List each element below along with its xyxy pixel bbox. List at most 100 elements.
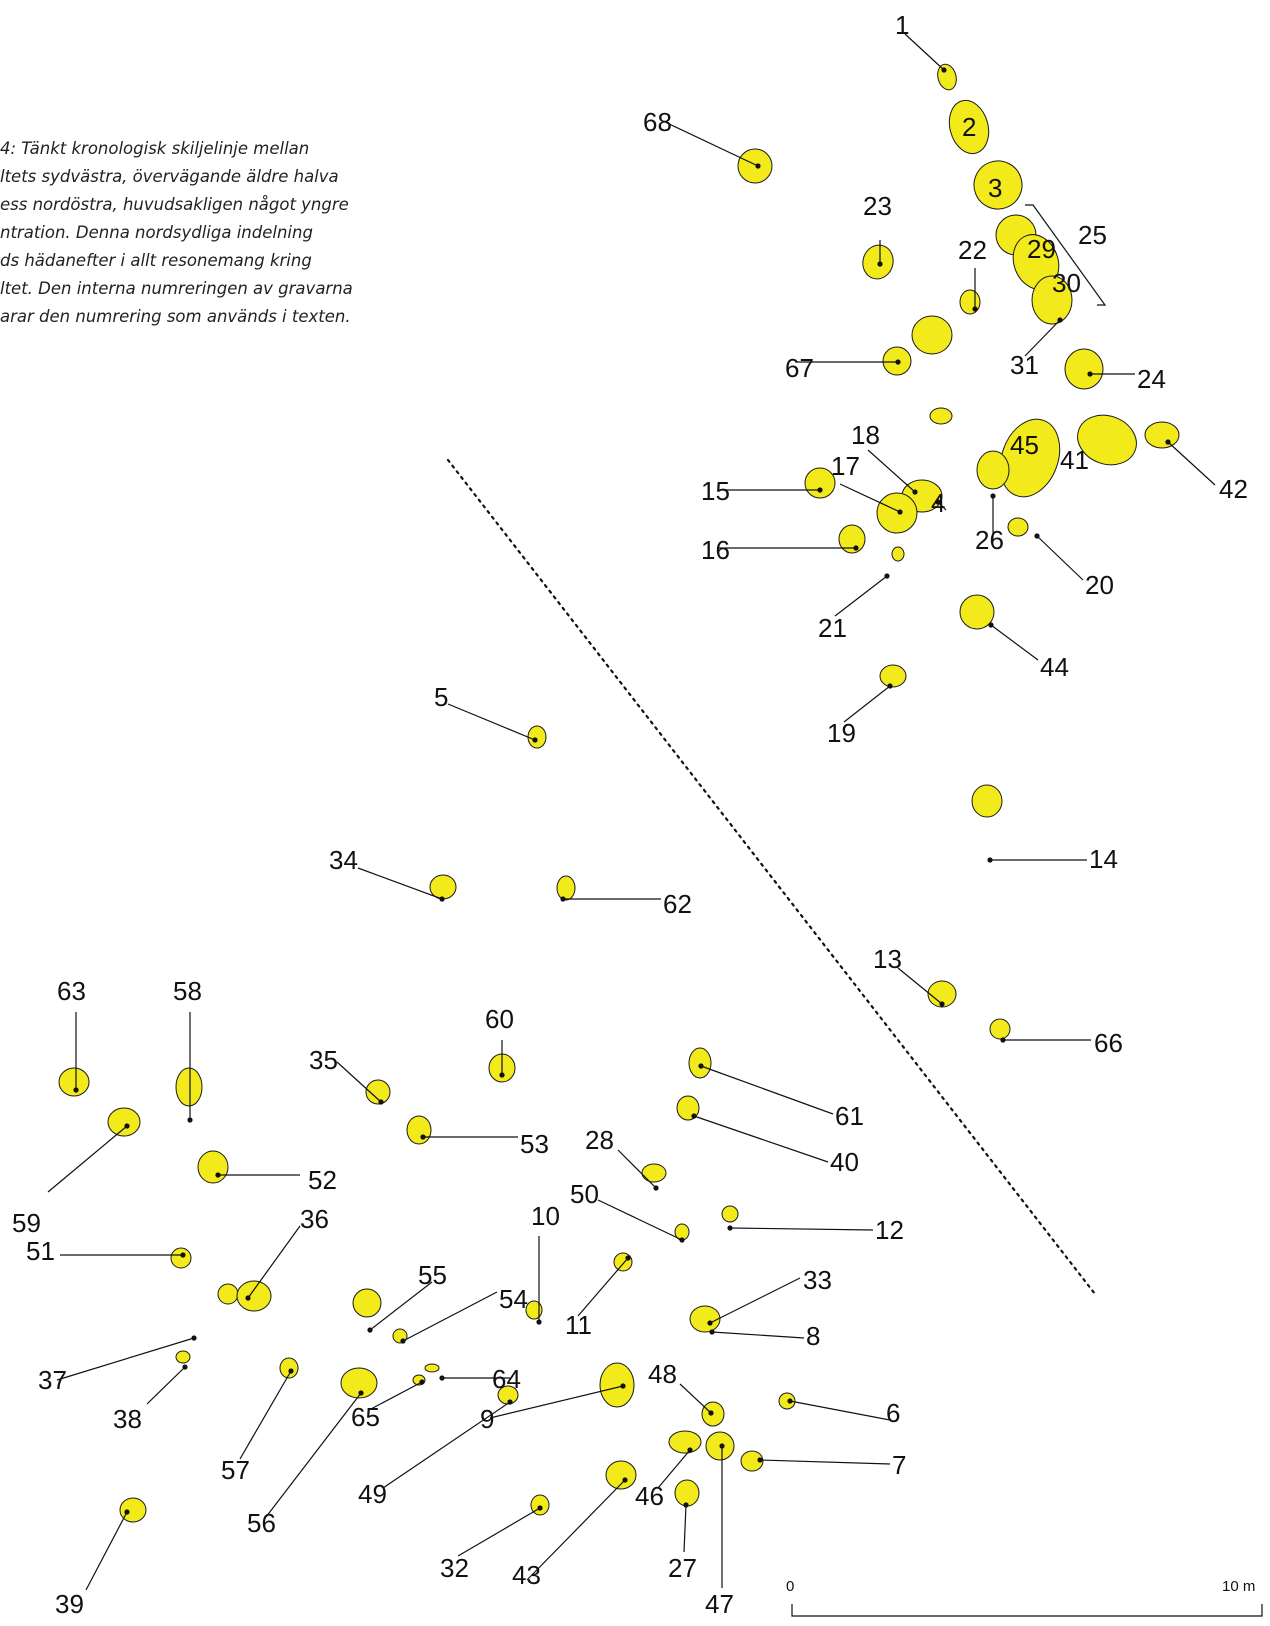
grave-marker-dot bbox=[187, 1117, 193, 1123]
grave-number-label: 54 bbox=[499, 1284, 528, 1314]
grave-marker-dot bbox=[537, 1505, 543, 1511]
grave-number-label: 20 bbox=[1085, 570, 1114, 600]
grave-outline bbox=[217, 1283, 239, 1305]
grave-marker-dot bbox=[378, 1099, 384, 1105]
grave-number-label: 39 bbox=[55, 1589, 84, 1619]
grave-outline bbox=[170, 1247, 192, 1269]
grave-number-label: 26 bbox=[975, 525, 1004, 555]
grave-number-label: 51 bbox=[26, 1236, 55, 1266]
grave-marker-dot bbox=[990, 493, 996, 499]
grave-marker-dot bbox=[191, 1335, 197, 1341]
caption-line: ltets sydvästra, övervägande äldre halva bbox=[0, 167, 339, 186]
grave-marker-dot bbox=[499, 1072, 505, 1078]
grave-shapes bbox=[58, 63, 1180, 1523]
grave-number-label: 48 bbox=[648, 1359, 677, 1389]
grave-marker-dot bbox=[620, 1383, 626, 1389]
grave-marker-dot bbox=[124, 1123, 130, 1129]
grave-marker-dot bbox=[124, 1509, 130, 1515]
leader-line bbox=[368, 1381, 423, 1411]
grave-number-label: 41 bbox=[1060, 445, 1089, 475]
grave-marker-dot bbox=[884, 573, 890, 579]
grave-number-label: 56 bbox=[247, 1508, 276, 1538]
leader-line bbox=[336, 1061, 382, 1103]
grave-outline bbox=[948, 99, 990, 155]
grave-marker-dot bbox=[679, 1237, 685, 1243]
leader-line bbox=[711, 1331, 805, 1339]
leader-line bbox=[357, 867, 443, 900]
grave-number-label: 57 bbox=[221, 1455, 250, 1485]
leader-line bbox=[382, 1401, 511, 1489]
grave-marker-dot bbox=[1087, 371, 1093, 377]
grave-outline bbox=[1007, 517, 1029, 537]
grave-outline bbox=[778, 1392, 796, 1410]
grave-marker-dot bbox=[683, 1502, 689, 1508]
grave-outline bbox=[971, 784, 1003, 818]
grave-number-label: 9 bbox=[480, 1404, 494, 1434]
grave-number-label: 19 bbox=[827, 718, 856, 748]
grave-marker-dot bbox=[419, 1379, 425, 1385]
grave-number-label: 67 bbox=[785, 353, 814, 383]
grave-outline bbox=[556, 875, 576, 901]
grave-marker-dot bbox=[755, 163, 761, 169]
grave-marker-dot bbox=[727, 1225, 733, 1231]
caption-line: ltet. Den interna numreringen av gravarn… bbox=[0, 279, 353, 298]
grave-number-label: 35 bbox=[309, 1045, 338, 1075]
grave-number-label: 59 bbox=[12, 1208, 41, 1238]
grave-outline bbox=[721, 1205, 739, 1223]
leader-line bbox=[1167, 441, 1216, 486]
grave-outline bbox=[613, 1252, 633, 1272]
grave-number-label: 53 bbox=[520, 1129, 549, 1159]
grave-marker-dot bbox=[941, 67, 947, 73]
grave-marker-dot bbox=[560, 896, 566, 902]
grave-outline bbox=[119, 1497, 147, 1523]
dividing-line bbox=[446, 458, 1097, 1296]
grave-outline bbox=[862, 244, 894, 280]
grave-number-label: 6 bbox=[886, 1398, 900, 1428]
leader-line bbox=[843, 685, 891, 723]
grave-outline bbox=[929, 407, 953, 425]
leader-line bbox=[709, 1277, 801, 1324]
grave-number-label: 15 bbox=[701, 476, 730, 506]
grave-marker-dot bbox=[988, 622, 994, 628]
grave-number-label: 42 bbox=[1219, 474, 1248, 504]
grave-marker-dot bbox=[653, 1185, 659, 1191]
grave-number-label: 49 bbox=[358, 1479, 387, 1509]
grave-number-label: 33 bbox=[803, 1265, 832, 1295]
grave-number-label: 55 bbox=[418, 1260, 447, 1290]
grave-marker-dot bbox=[622, 1477, 628, 1483]
grave-marker-dot bbox=[897, 509, 903, 515]
grave-number-label: 46 bbox=[635, 1481, 664, 1511]
grave-marker-dot bbox=[719, 1443, 725, 1449]
grave-outline bbox=[1064, 348, 1104, 390]
grave-marker-dot bbox=[439, 896, 445, 902]
grave-marker-dot bbox=[935, 499, 941, 505]
grave-marker-dot bbox=[987, 857, 993, 863]
grave-marker-dot bbox=[939, 1001, 945, 1007]
bracket-25 bbox=[1025, 204, 1107, 306]
grave-number-label: 30 bbox=[1052, 268, 1081, 298]
scale-end-label: 10 m bbox=[1222, 1578, 1255, 1595]
leader-line bbox=[657, 1449, 691, 1489]
grave-outline bbox=[365, 1079, 391, 1105]
grave-outline bbox=[879, 664, 907, 688]
grave-number-label: 23 bbox=[863, 191, 892, 221]
scale-start-label: 0 bbox=[786, 1578, 794, 1595]
leader-line bbox=[729, 1227, 874, 1231]
grave-outline bbox=[424, 1363, 440, 1373]
grave-marker-dot bbox=[439, 1375, 445, 1381]
grave-number-label: 17 bbox=[831, 451, 860, 481]
grave-marker-dot bbox=[1034, 533, 1040, 539]
leader-line bbox=[85, 1511, 128, 1591]
grave-outline bbox=[937, 63, 957, 91]
grave-marker-dot bbox=[895, 359, 901, 365]
grave-outline bbox=[279, 1357, 299, 1379]
grave-outline bbox=[989, 1018, 1011, 1040]
leader-line bbox=[489, 1385, 624, 1419]
grave-number-label: 22 bbox=[958, 235, 987, 265]
grave-outline bbox=[674, 1479, 700, 1507]
grave-marker-dot bbox=[625, 1255, 631, 1261]
grave-marker-dot bbox=[1057, 317, 1063, 323]
grave-outline bbox=[973, 160, 1023, 210]
leader-line bbox=[834, 575, 888, 617]
grave-number-label: 29 bbox=[1027, 234, 1056, 264]
